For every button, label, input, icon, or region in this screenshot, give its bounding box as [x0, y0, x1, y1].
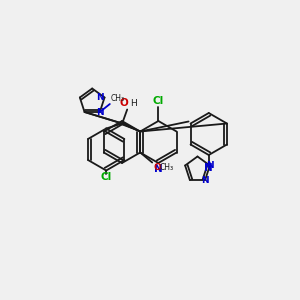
Text: CH₃: CH₃ [159, 164, 173, 172]
Text: O: O [120, 98, 129, 107]
Text: N: N [204, 163, 213, 173]
Text: N: N [96, 107, 103, 116]
Text: Cl: Cl [153, 96, 164, 106]
Text: CH₃: CH₃ [111, 94, 125, 103]
Text: O: O [153, 164, 161, 172]
Text: N: N [201, 176, 209, 184]
Text: N: N [96, 93, 103, 102]
Text: N: N [206, 161, 214, 170]
Text: N: N [154, 164, 163, 174]
Text: Cl: Cl [100, 172, 112, 182]
Text: H: H [130, 98, 137, 107]
